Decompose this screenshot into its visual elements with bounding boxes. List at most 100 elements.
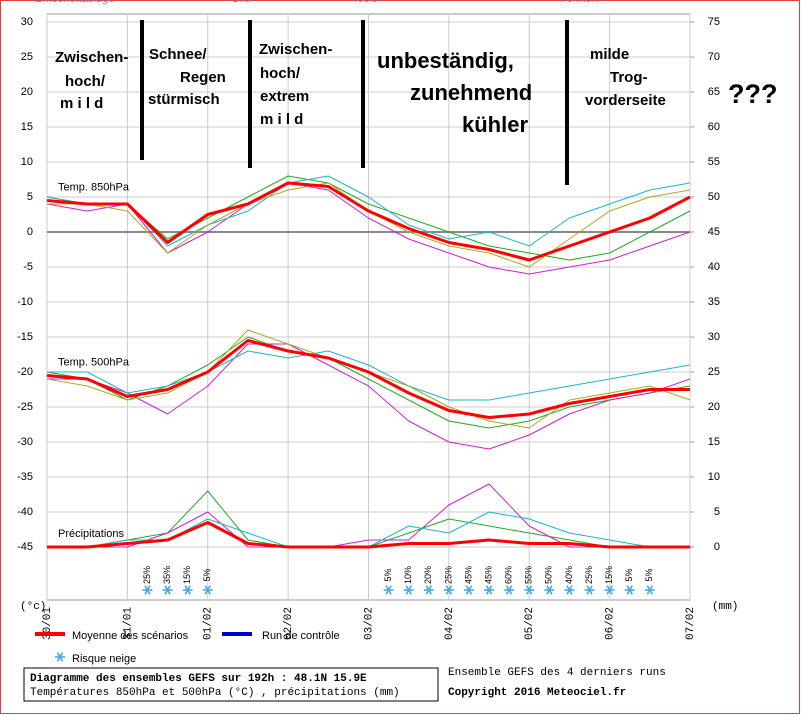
snow-icon (162, 585, 173, 595)
snow-icon (202, 585, 213, 595)
y2-tick-label: 50 (708, 191, 720, 203)
y-tick-label: -40 (17, 506, 33, 518)
member-line (47, 483, 690, 548)
annotation: hoch/ (260, 65, 301, 82)
annotation: milde (590, 46, 629, 63)
y2-tick-label: 20 (708, 401, 720, 413)
snow-icon (182, 585, 193, 595)
snow-risk-label: 10% (403, 566, 413, 584)
footer-runs: Ensemble GEFS des 4 derniers runs (448, 667, 666, 679)
annotation: extrem (260, 88, 309, 105)
snow-icon-stroke (485, 585, 493, 595)
snow-icon (443, 585, 454, 595)
annotation: Schnee/ (149, 46, 207, 63)
y-tick-label: 30 (21, 16, 33, 28)
snow-icon-stroke (425, 585, 432, 595)
member-line (46, 182, 691, 275)
snow-icon (604, 585, 615, 595)
y2-tick-label: 30 (708, 331, 720, 343)
annotation: vorderseite (585, 92, 666, 109)
y2-tick-label: 5 (714, 506, 720, 518)
legend-label: Run de contrôle (262, 630, 340, 642)
y-tick-label: -20 (17, 366, 33, 378)
footer-box (23, 667, 439, 702)
snow-risk-label: 5% (624, 568, 634, 581)
annotation: hoch/ (65, 73, 106, 90)
annotation: kühler (462, 112, 528, 137)
snow-icon-stroke (385, 585, 392, 595)
y2-tick-label: 70 (708, 51, 720, 63)
y-tick-label: -10 (17, 296, 33, 308)
annotation: unbeständig, (377, 48, 514, 73)
annotation: stürmisch (148, 91, 220, 108)
snow-icon-stroke (606, 585, 613, 595)
snow-icon-stroke (546, 585, 553, 595)
x-tick-label: 05/02 (524, 607, 536, 640)
snow-risk-label: 5% (644, 568, 654, 581)
menu-item: Formen (560, 0, 598, 5)
y2-tick-label: 45 (708, 226, 720, 238)
y-tick-label: -25 (17, 401, 33, 413)
y2-axis-unit: (mm) (712, 601, 738, 613)
snow-icon-stroke (144, 585, 151, 595)
snow-icon (484, 585, 495, 595)
snow-icon-stroke (184, 585, 191, 595)
x-tick-label: 04/02 (444, 607, 456, 640)
snow-icon-stroke (56, 652, 64, 662)
y2-tick-label: 0 (714, 541, 720, 553)
snow-icon-stroke (505, 585, 513, 595)
snow-risk-label: 15% (182, 566, 192, 584)
panel-label: Temp. 500hPa (58, 356, 130, 368)
snow-risk-label: 50% (544, 566, 554, 584)
snow-risk-label: 45% (483, 566, 493, 584)
snow-icon (423, 585, 434, 595)
y2-tick-label: 55 (708, 156, 720, 168)
menu-item: Bild (232, 0, 250, 5)
member-line (46, 175, 691, 261)
snow-icon-stroke (164, 585, 171, 595)
snow-icon (504, 585, 515, 595)
y-tick-label: -5 (23, 261, 33, 273)
snow-risk-label: 35% (162, 566, 172, 584)
snow-icon-stroke (566, 585, 573, 595)
snow-icon-stroke (586, 585, 593, 595)
member-line (47, 343, 691, 450)
snow-risk-label: 55% (524, 566, 534, 584)
y-tick-label: 20 (21, 86, 33, 98)
snow-risk-label: 25% (584, 566, 594, 584)
snow-icon-stroke (526, 585, 533, 595)
x-tick-label: 31/01 (122, 607, 134, 640)
y-tick-label: 10 (21, 156, 33, 168)
y-tick-label: -45 (17, 541, 33, 553)
menu-item: Tools (352, 0, 378, 5)
y2-tick-label: 40 (708, 261, 720, 273)
annotation: m i l d (260, 111, 303, 128)
snow-icon (383, 585, 394, 595)
member-line (47, 350, 691, 401)
snow-icon-stroke (626, 585, 633, 595)
snow-icon (564, 585, 575, 595)
snow-icon (584, 585, 595, 595)
annotation: zunehmend (410, 80, 532, 105)
footer-copyright: Copyright 2016 Meteociel.fr (448, 687, 626, 699)
y2-tick-label: 10 (708, 471, 720, 483)
annotation: ??? (728, 79, 777, 109)
snow-icon-stroke (405, 585, 412, 595)
y-tick-label: 15 (21, 121, 33, 133)
snow-icon (524, 585, 535, 595)
snow-icon (544, 585, 555, 595)
snow-risk-label: 15% (604, 566, 614, 584)
y-tick-label: -30 (17, 436, 33, 448)
snow-risk-label: 40% (564, 566, 574, 584)
snow-risk-label: 25% (443, 566, 453, 584)
snow-icon (463, 585, 474, 595)
y-tick-label: -15 (17, 331, 33, 343)
snow-icon (644, 585, 655, 595)
legend-label: Moyenne des scénarios (72, 630, 189, 642)
snow-icon-stroke (465, 585, 473, 595)
y2-tick-label: 65 (708, 86, 720, 98)
y2-tick-label: 60 (708, 121, 720, 133)
snow-risk-label: 25% (142, 566, 152, 584)
